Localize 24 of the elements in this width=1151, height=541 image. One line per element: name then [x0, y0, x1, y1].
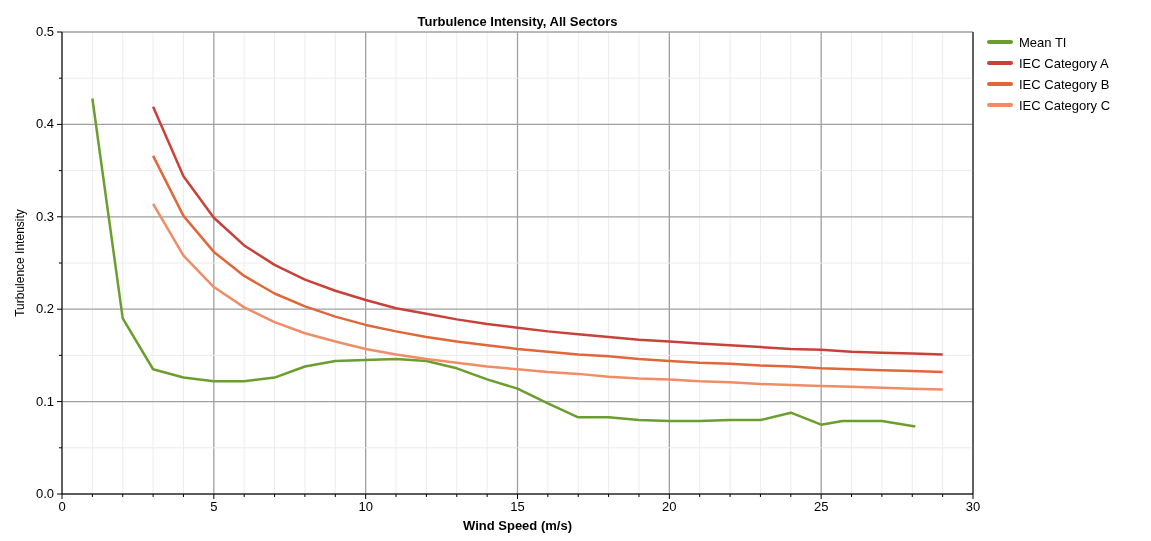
- x-tick-label: 30: [965, 499, 981, 514]
- line-series: [151, 202, 944, 391]
- x-tick-label: 10: [358, 499, 373, 514]
- x-tick-label: 20: [662, 499, 677, 514]
- line-series: [151, 105, 944, 356]
- legend-label: IEC Category B: [1019, 77, 1110, 92]
- y-tick-label: 0.1: [35, 393, 54, 409]
- y-tick-label: 0.2: [35, 301, 54, 317]
- x-tick-label: 25: [813, 499, 829, 514]
- y-tick-label: 0.5: [35, 24, 54, 39]
- line-series: [151, 154, 944, 374]
- y-tick-label: 0.3: [35, 208, 54, 224]
- legend-label: Mean TI: [1019, 35, 1067, 50]
- x-tick-label: 5: [210, 499, 218, 514]
- y-tick-label: 0.4: [35, 116, 54, 132]
- legend-label: IEC Category A: [1019, 56, 1109, 71]
- x-tick-label: 15: [510, 499, 525, 514]
- x-tick-label: 0: [58, 499, 66, 514]
- chart-title: Turbulence Intensity, All Sectors: [417, 14, 618, 29]
- legend-label: IEC Category C: [1019, 98, 1111, 113]
- y-tick-label: 0.0: [35, 486, 54, 501]
- x-axis-title: Wind Speed (m/s): [463, 518, 572, 533]
- line-series: [91, 97, 917, 428]
- y-axis-title: Turbulence Intensity: [13, 209, 27, 317]
